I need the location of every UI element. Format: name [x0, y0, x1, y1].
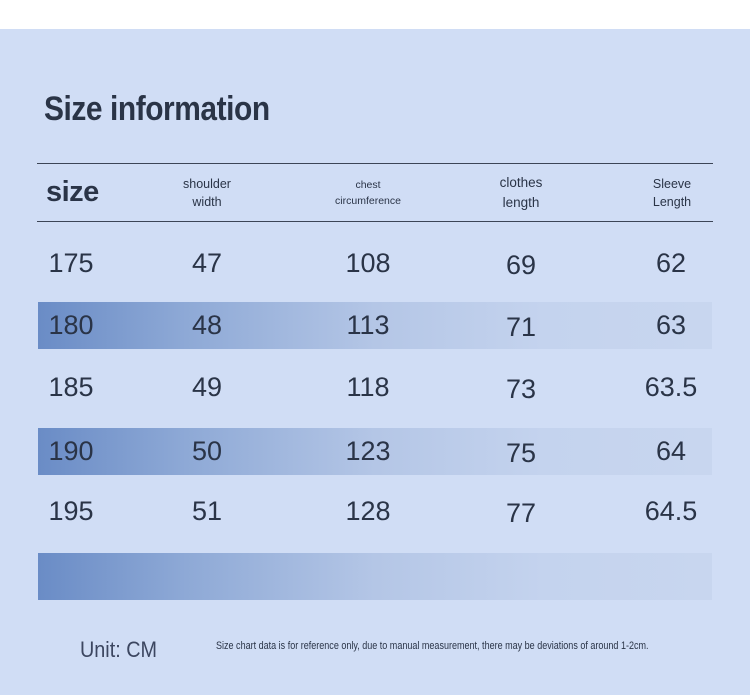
measurement-disclaimer: Size chart data is for reference only, d…	[216, 640, 649, 652]
clothes-length-cell: 73	[505, 374, 537, 404]
table-row: 175 47 108 69 62	[38, 240, 712, 287]
column-header-chest-circumference: chest circumference	[335, 178, 401, 207]
table-row: 185 49 118 73 63.5	[38, 364, 712, 411]
size-cell: 195	[48, 496, 94, 526]
chest-circumference-cell: 123	[345, 436, 391, 466]
column-header-shoulder-width: shoulder width	[183, 176, 231, 209]
clothes-length-cell: 69	[505, 250, 537, 280]
sleeve-length-cell: 64.5	[644, 496, 698, 526]
table-row: 190 50 123 75 64	[38, 428, 712, 475]
chest-circumference-cell: 113	[346, 310, 390, 340]
chest-circumference-cell: 118	[346, 372, 390, 402]
table-row: 180 48 113 71 63	[38, 302, 712, 349]
chest-circumference-cell: 128	[345, 496, 391, 526]
table-row: 195 51 128 77 64.5	[38, 488, 712, 535]
clothes-length-cell: 77	[505, 498, 537, 528]
shoulder-width-cell: 50	[191, 436, 223, 466]
column-header-size: size	[46, 176, 99, 208]
size-cell: 185	[48, 372, 94, 402]
size-cell: 180	[48, 310, 94, 340]
sleeve-length-cell: 63.5	[644, 372, 698, 402]
sleeve-length-cell: 64	[655, 436, 687, 466]
shoulder-width-cell: 51	[191, 496, 223, 526]
header-top-rule	[37, 163, 713, 164]
column-header-clothes-length: clothes length	[499, 174, 543, 210]
shoulder-width-cell: 48	[191, 310, 223, 340]
sleeve-length-cell: 62	[655, 248, 687, 278]
size-cell: 175	[48, 248, 94, 278]
unit-label: Unit: CM	[80, 637, 158, 662]
page-title: Size information	[44, 90, 270, 128]
sleeve-length-cell: 63	[655, 310, 687, 340]
clothes-length-cell: 71	[505, 312, 537, 342]
column-header-sleeve-length: Sleeve Length	[652, 176, 692, 209]
size-cell: 190	[48, 436, 94, 466]
shoulder-width-cell: 49	[191, 372, 223, 402]
shoulder-width-cell: 47	[191, 248, 223, 278]
clothes-length-cell: 75	[505, 438, 537, 468]
header-bottom-rule	[37, 221, 713, 222]
chest-circumference-cell: 108	[345, 248, 391, 278]
empty-shaded-band	[38, 553, 712, 600]
